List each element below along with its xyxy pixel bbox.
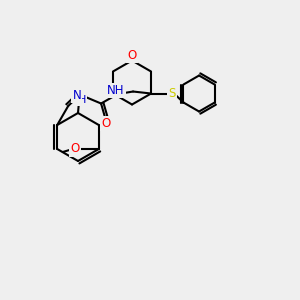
Text: O: O <box>70 142 80 155</box>
Text: N: N <box>73 88 81 102</box>
Text: O: O <box>101 117 111 130</box>
Text: methoxy: methoxy <box>61 151 67 152</box>
Text: NH: NH <box>107 84 125 97</box>
Text: O: O <box>128 49 136 62</box>
Text: S: S <box>168 87 176 100</box>
Text: H: H <box>78 95 86 105</box>
